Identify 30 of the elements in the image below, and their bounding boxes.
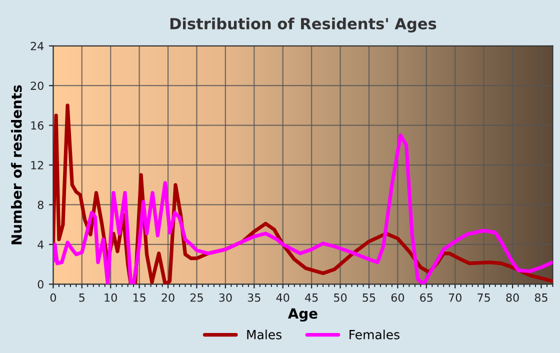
y-tick-label: 4 [38, 240, 44, 249]
x-tick-label: 10 [104, 293, 117, 302]
x-tick-label: 40 [276, 293, 290, 302]
x-tick-label: 30 [219, 293, 232, 302]
y-tick-label: 24 [30, 42, 44, 50]
chart-title: Distribution of Residents' Ages [170, 18, 436, 33]
x-tick-label: 55 [362, 294, 376, 302]
y-tick-label: 12 [31, 161, 44, 170]
legend-label: Males [247, 330, 282, 340]
x-tick-label: 20 [162, 293, 174, 302]
x-tick-label: 45 [305, 294, 318, 302]
legend-label: Females [350, 330, 400, 340]
y-tick-label: 0 [38, 280, 44, 289]
x-tick-label: 35 [248, 293, 260, 302]
y-tick-label: 20 [30, 82, 44, 90]
x-tick-label: 70 [448, 293, 462, 302]
x-tick-label: 80 [506, 293, 519, 302]
x-tick-label: 75 [478, 294, 490, 302]
y-axis-title: Number of residents [11, 85, 22, 244]
x-axis-title: Age [288, 308, 318, 322]
x-tick-label: 65 [420, 293, 433, 302]
x-tick-label: 15 [133, 294, 146, 302]
x-tick-label: 50 [334, 293, 347, 302]
y-tick-label: 8 [38, 200, 44, 210]
x-tick-label: 0 [50, 293, 56, 302]
x-tick-label: 60 [391, 293, 404, 302]
x-tick-label: 25 [190, 293, 203, 302]
x-tick-label: 5 [79, 294, 84, 302]
x-tick-label: 85 [534, 293, 548, 302]
y-tick-label: 16 [31, 121, 44, 130]
